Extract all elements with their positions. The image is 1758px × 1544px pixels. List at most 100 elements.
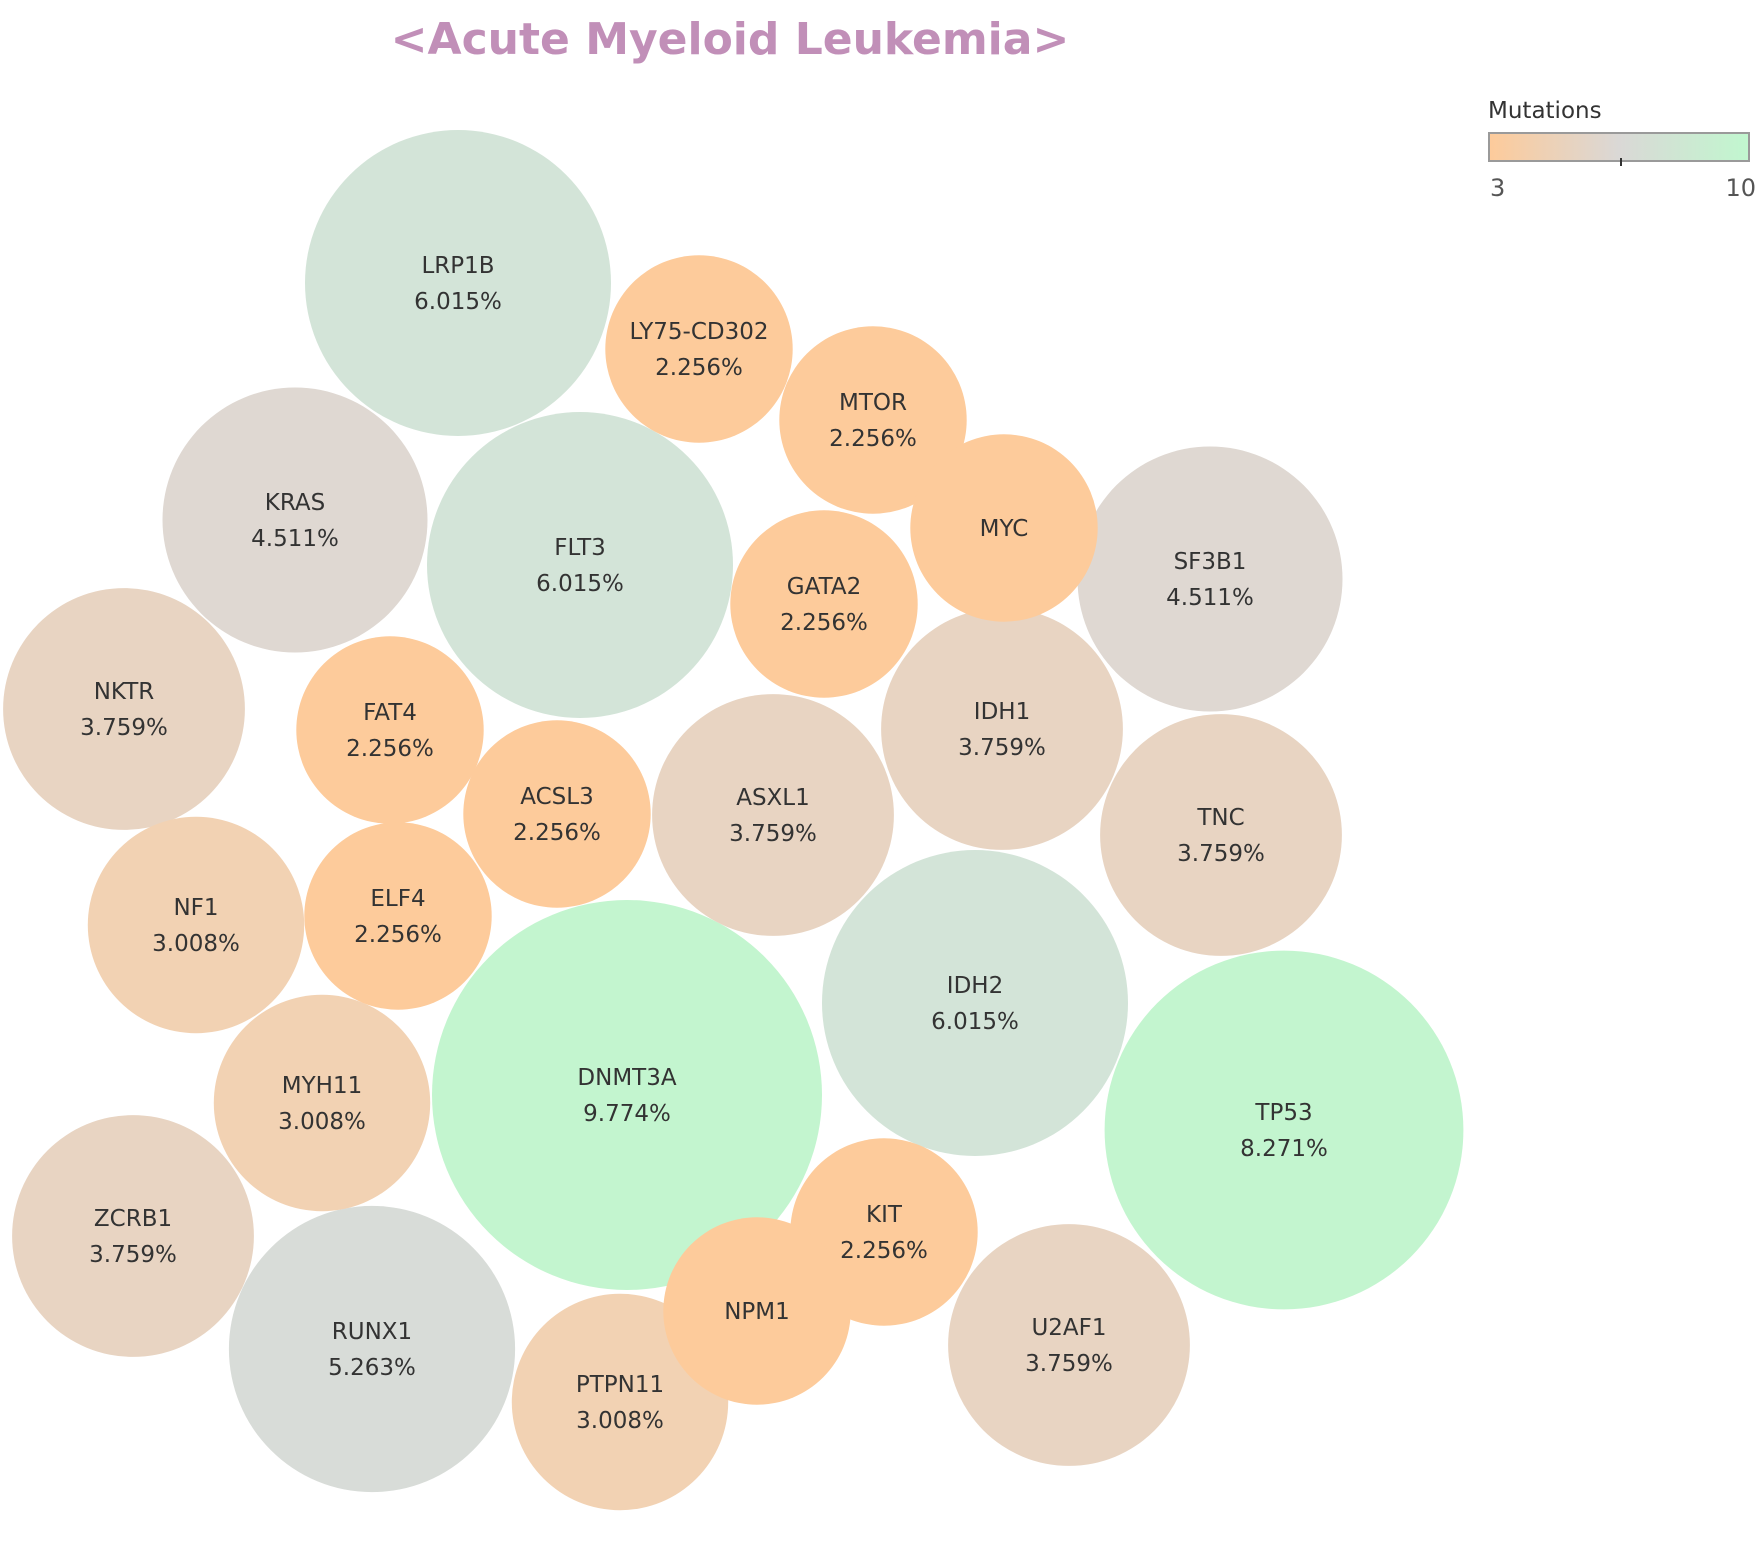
bubble-circle	[304, 822, 492, 1010]
bubble-circle	[822, 850, 1128, 1156]
bubble-gene-label: U2AF1	[1031, 1315, 1106, 1341]
bubble-gene-label: LY75-CD302	[629, 319, 768, 345]
bubble-percent-label: 3.008%	[278, 1109, 366, 1135]
bubble-acsl3: ACSL3 2.256%	[463, 720, 651, 908]
bubble-percent-label: 2.256%	[655, 355, 743, 381]
bubble-lrp1b: LRP1B 6.015%	[305, 130, 611, 436]
bubble-circle	[663, 1217, 851, 1405]
bubble-circle	[162, 387, 428, 653]
bubble-gene-label: SF3B1	[1174, 549, 1247, 575]
bubble-gene-label: ELF4	[370, 886, 425, 912]
bubble-circle	[652, 694, 894, 936]
bubble-gata2: GATA2 2.256%	[730, 510, 918, 698]
bubble-asxl1: ASXL1 3.759%	[652, 694, 894, 936]
bubble-percent-label: 3.008%	[152, 931, 240, 957]
legend-title: Mutations	[1488, 98, 1602, 124]
bubble-gene-label: MYC	[980, 516, 1029, 542]
bubble-u2af1: U2AF1 3.759%	[948, 1224, 1190, 1466]
chart-title: <Acute Myeloid Leukemia>	[390, 14, 1070, 65]
bubble-circle	[3, 588, 245, 830]
bubble-percent-label: 3.008%	[576, 1408, 664, 1434]
bubble-gene-label: ACSL3	[520, 784, 593, 810]
bubble-circle	[87, 816, 305, 1034]
bubble-tp53: TP53 8.271%	[1104, 950, 1464, 1310]
bubble-gene-label: NKTR	[94, 679, 155, 705]
bubble-circle	[881, 608, 1123, 850]
bubble-percent-label: 8.271%	[1240, 1136, 1328, 1162]
bubble-circle	[1100, 714, 1342, 956]
bubble-gene-label: TNC	[1196, 805, 1244, 831]
bubble-gene-label: RUNX1	[332, 1319, 412, 1345]
bubble-circle	[296, 636, 484, 824]
bubble-percent-label: 3.759%	[958, 735, 1046, 761]
bubble-gene-label: MYH11	[282, 1073, 362, 1099]
bubble-nktr: NKTR 3.759%	[3, 588, 245, 830]
bubble-gene-label: DNMT3A	[577, 1065, 676, 1091]
color-legend: Mutations 3 10	[1488, 98, 1756, 202]
bubble-circle	[463, 720, 651, 908]
bubble-gene-label: IDH1	[974, 699, 1030, 725]
legend-min-label: 3	[1490, 174, 1506, 202]
bubble-gene-label: ZCRB1	[94, 1206, 172, 1232]
bubble-flt3: FLT3 6.015%	[427, 412, 733, 718]
bubble-percent-label: 2.256%	[829, 426, 917, 452]
bubble-percent-label: 3.759%	[729, 821, 817, 847]
bubble-percent-label: 2.256%	[513, 820, 601, 846]
bubble-percent-label: 2.256%	[780, 610, 868, 636]
legend-midpoint-tick	[1620, 158, 1622, 166]
legend-gradient-bar	[1488, 132, 1750, 166]
bubble-percent-label: 2.256%	[840, 1238, 928, 1264]
bubble-circle	[427, 412, 733, 718]
bubble-ly75-cd302: LY75-CD302 2.256%	[605, 255, 793, 443]
bubble-idh2: IDH2 6.015%	[822, 850, 1128, 1156]
bubble-gene-label: PTPN11	[576, 1372, 664, 1398]
bubble-myc: MYC	[910, 434, 1098, 622]
bubble-percent-label: 6.015%	[414, 289, 502, 315]
legend-max-label: 10	[1725, 174, 1756, 202]
bubble-sf3b1: SF3B1 4.511%	[1077, 446, 1343, 712]
bubble-percent-label: 4.511%	[251, 526, 339, 552]
bubble-gene-label: TP53	[1254, 1100, 1312, 1126]
bubble-fat4: FAT4 2.256%	[296, 636, 484, 824]
bubble-percent-label: 4.511%	[1166, 585, 1254, 611]
bubble-nf1: NF1 3.008%	[87, 816, 305, 1034]
bubble-percent-label: 5.263%	[328, 1355, 416, 1381]
bubble-gene-label: ASXL1	[736, 785, 810, 811]
bubble-percent-label: 3.759%	[80, 715, 168, 741]
bubble-circle	[605, 255, 793, 443]
bubble-gene-label: KIT	[866, 1202, 903, 1228]
bubble-gene-label: FLT3	[554, 535, 606, 561]
bubble-gene-label: GATA2	[787, 574, 861, 600]
bubble-dnmt3a: DNMT3A 9.774%	[432, 900, 822, 1290]
bubble-percent-label: 2.256%	[354, 922, 442, 948]
bubble-gene-label: FAT4	[363, 700, 417, 726]
bubble-percent-label: 3.759%	[1177, 841, 1265, 867]
bubble-npm1: NPM1	[663, 1217, 851, 1405]
bubble-percent-label: 2.256%	[346, 736, 434, 762]
bubble-percent-label: 6.015%	[536, 571, 624, 597]
bubble-tnc: TNC 3.759%	[1100, 714, 1342, 956]
bubble-circle	[730, 510, 918, 698]
bubble-circle	[779, 326, 967, 514]
bubble-zcrb1: ZCRB1 3.759%	[12, 1115, 254, 1357]
bubble-gene-label: NF1	[173, 895, 218, 921]
bubble-gene-label: MTOR	[839, 390, 907, 416]
bubble-percent-label: 3.759%	[89, 1242, 177, 1268]
bubble-circle	[432, 900, 822, 1290]
bubble-gene-label: IDH2	[947, 973, 1003, 999]
bubble-gene-label: NPM1	[724, 1299, 790, 1325]
bubble-circle	[228, 1205, 516, 1493]
bubble-circle	[12, 1115, 254, 1357]
bubble-percent-label: 9.774%	[583, 1101, 671, 1127]
bubble-circle	[1104, 950, 1464, 1310]
bubble-gene-label: LRP1B	[421, 253, 494, 279]
bubble-elf4: ELF4 2.256%	[304, 822, 492, 1010]
bubble-kras: KRAS 4.511%	[162, 387, 428, 653]
bubble-runx1: RUNX1 5.263%	[228, 1205, 516, 1493]
bubble-circle	[948, 1224, 1190, 1466]
bubble-circle	[305, 130, 611, 436]
bubble-myh11: MYH11 3.008%	[213, 994, 431, 1212]
bubble-circle	[213, 994, 431, 1212]
bubble-gene-label: KRAS	[265, 490, 325, 516]
